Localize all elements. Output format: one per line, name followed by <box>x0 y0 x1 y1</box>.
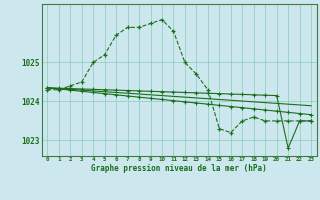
X-axis label: Graphe pression niveau de la mer (hPa): Graphe pression niveau de la mer (hPa) <box>91 164 267 173</box>
